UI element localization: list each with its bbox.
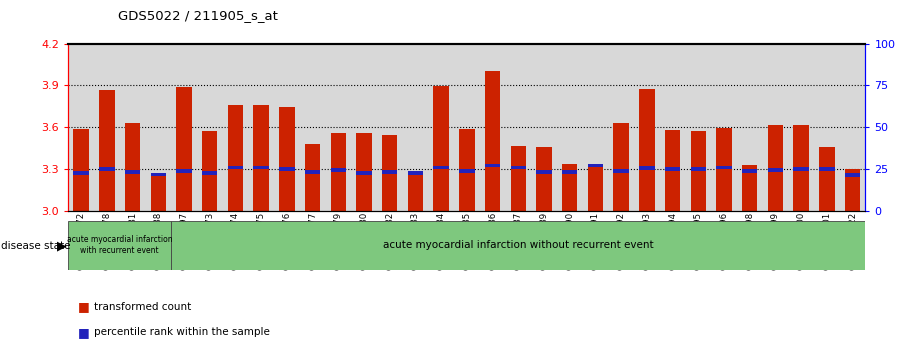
- Bar: [125, 170, 140, 174]
- Text: ▶: ▶: [57, 240, 67, 252]
- Bar: [640, 89, 655, 211]
- Bar: [510, 146, 526, 211]
- Bar: [253, 106, 269, 211]
- Bar: [768, 168, 783, 172]
- Bar: [171, 221, 865, 270]
- Bar: [819, 167, 834, 171]
- Bar: [768, 125, 783, 211]
- Bar: [408, 173, 424, 211]
- Bar: [640, 166, 655, 170]
- Bar: [331, 168, 346, 172]
- Bar: [150, 173, 166, 211]
- Bar: [562, 164, 578, 211]
- Bar: [305, 170, 321, 174]
- Bar: [99, 90, 115, 211]
- Bar: [716, 166, 732, 170]
- Bar: [793, 167, 809, 171]
- Bar: [68, 221, 171, 270]
- Bar: [844, 170, 860, 211]
- Bar: [665, 167, 681, 171]
- Bar: [202, 171, 218, 175]
- Bar: [588, 167, 603, 211]
- Bar: [537, 170, 552, 174]
- Bar: [434, 166, 449, 170]
- Bar: [356, 133, 372, 211]
- Text: ■: ■: [77, 326, 89, 339]
- Bar: [537, 147, 552, 211]
- Bar: [279, 107, 294, 211]
- Bar: [691, 167, 706, 171]
- Bar: [485, 163, 500, 167]
- Bar: [408, 171, 424, 175]
- Bar: [844, 173, 860, 177]
- Bar: [459, 169, 475, 173]
- Text: acute myocardial infarction without recurrent event: acute myocardial infarction without recu…: [383, 240, 653, 250]
- Bar: [742, 165, 757, 211]
- Bar: [228, 166, 243, 170]
- Bar: [382, 135, 397, 211]
- Bar: [253, 166, 269, 170]
- Bar: [665, 130, 681, 211]
- Bar: [150, 172, 166, 176]
- Bar: [305, 144, 321, 211]
- Bar: [125, 123, 140, 211]
- Bar: [228, 106, 243, 211]
- Bar: [613, 123, 629, 211]
- Bar: [716, 129, 732, 211]
- Bar: [742, 169, 757, 173]
- Bar: [74, 171, 89, 175]
- Bar: [819, 147, 834, 211]
- Bar: [613, 169, 629, 173]
- Text: percentile rank within the sample: percentile rank within the sample: [94, 327, 270, 337]
- Bar: [177, 169, 191, 173]
- Bar: [793, 125, 809, 211]
- Bar: [691, 131, 706, 211]
- Text: acute myocardial infarction
with recurrent event: acute myocardial infarction with recurre…: [67, 235, 172, 255]
- Bar: [562, 170, 578, 174]
- Bar: [279, 167, 294, 171]
- Bar: [99, 167, 115, 171]
- Text: ■: ■: [77, 300, 89, 313]
- Bar: [485, 72, 500, 211]
- Bar: [177, 87, 191, 211]
- Bar: [588, 163, 603, 167]
- Text: disease state: disease state: [1, 241, 70, 251]
- Bar: [434, 86, 449, 211]
- Text: GDS5022 / 211905_s_at: GDS5022 / 211905_s_at: [118, 9, 278, 22]
- Bar: [510, 166, 526, 170]
- Text: transformed count: transformed count: [94, 302, 191, 312]
- Bar: [331, 133, 346, 211]
- Bar: [202, 131, 218, 211]
- Bar: [356, 171, 372, 175]
- Bar: [74, 129, 89, 211]
- Bar: [459, 129, 475, 211]
- Bar: [382, 170, 397, 174]
